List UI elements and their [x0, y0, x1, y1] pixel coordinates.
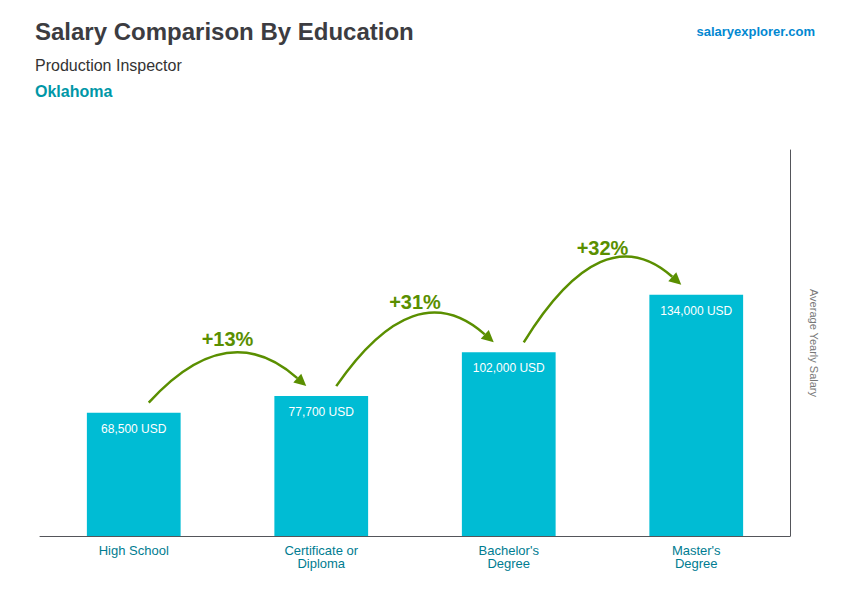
svg-text:Salary Comparison By Education: Salary Comparison By Education	[35, 18, 414, 45]
svg-text:68,500 USD: 68,500 USD	[101, 422, 167, 436]
svg-text:Average Yearly Salary: Average Yearly Salary	[808, 289, 820, 398]
svg-text:Diploma: Diploma	[297, 556, 345, 571]
svg-text:+32%: +32%	[577, 237, 629, 259]
svg-text:Degree: Degree	[487, 556, 530, 571]
svg-text:Bachelor's: Bachelor's	[478, 543, 539, 558]
svg-text:salaryexplorer.com: salaryexplorer.com	[696, 24, 815, 39]
svg-text:Certificate or: Certificate or	[284, 543, 359, 558]
svg-text:102,000 USD: 102,000 USD	[473, 361, 545, 375]
svg-text:Oklahoma: Oklahoma	[35, 83, 112, 100]
svg-text:Production Inspector: Production Inspector	[35, 57, 182, 74]
svg-text:+13%: +13%	[202, 328, 254, 350]
svg-text:77,700 USD: 77,700 USD	[289, 405, 355, 419]
svg-text:High School: High School	[99, 543, 169, 558]
svg-text:Master's: Master's	[671, 543, 721, 558]
svg-text:134,000 USD: 134,000 USD	[660, 304, 732, 318]
svg-text:+31%: +31%	[389, 291, 441, 313]
svg-text:Degree: Degree	[675, 556, 718, 571]
